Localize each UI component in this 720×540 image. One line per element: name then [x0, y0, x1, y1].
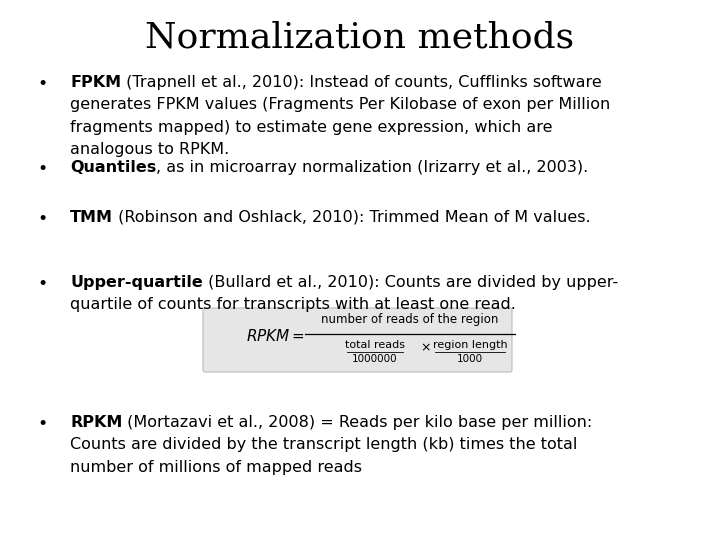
Text: (Robinson and Oshlack, 2010): Trimmed Mean of M values.: (Robinson and Oshlack, 2010): Trimmed Me…: [113, 210, 590, 225]
Text: •: •: [37, 160, 47, 178]
Text: •: •: [37, 415, 47, 433]
Text: Counts are divided by the transcript length (kb) times the total: Counts are divided by the transcript len…: [70, 437, 577, 453]
Text: Quantiles: Quantiles: [70, 160, 156, 175]
Text: •: •: [37, 210, 47, 228]
Text: total reads: total reads: [345, 340, 405, 350]
Text: $\mathit{RPKM}=$: $\mathit{RPKM}=$: [246, 328, 305, 344]
Text: RPKM: RPKM: [70, 415, 122, 430]
Text: (Bullard et al., 2010): Counts are divided by upper-: (Bullard et al., 2010): Counts are divid…: [203, 275, 618, 290]
Text: 1000000: 1000000: [352, 354, 398, 364]
Text: (Mortazavi et al., 2008) = Reads per kilo base per million:: (Mortazavi et al., 2008) = Reads per kil…: [122, 415, 593, 430]
Text: •: •: [37, 75, 47, 93]
Text: TMM: TMM: [70, 210, 113, 225]
Text: quartile of counts for transcripts with at least one read.: quartile of counts for transcripts with …: [70, 298, 516, 312]
Text: number of millions of mapped reads: number of millions of mapped reads: [70, 460, 362, 475]
Text: Normalization methods: Normalization methods: [145, 21, 575, 55]
Text: number of reads of the region: number of reads of the region: [321, 313, 499, 326]
Text: •: •: [37, 275, 47, 293]
Text: fragments mapped) to estimate gene expression, which are: fragments mapped) to estimate gene expre…: [70, 119, 552, 134]
Text: generates FPKM values (Fragments Per Kilobase of exon per Million: generates FPKM values (Fragments Per Kil…: [70, 97, 611, 112]
Text: Upper-quartile: Upper-quartile: [70, 275, 203, 290]
Text: , as in microarray normalization (Irizarry et al., 2003).: , as in microarray normalization (Irizar…: [156, 160, 588, 175]
Text: (Trapnell et al., 2010): Instead of counts, Cufflinks software: (Trapnell et al., 2010): Instead of coun…: [121, 75, 602, 90]
Text: $\times$: $\times$: [420, 341, 431, 354]
Text: analogous to RPKM.: analogous to RPKM.: [70, 142, 229, 157]
Text: 1000: 1000: [457, 354, 483, 364]
Text: region length: region length: [433, 340, 508, 350]
Text: FPKM: FPKM: [70, 75, 121, 90]
FancyBboxPatch shape: [203, 308, 512, 372]
